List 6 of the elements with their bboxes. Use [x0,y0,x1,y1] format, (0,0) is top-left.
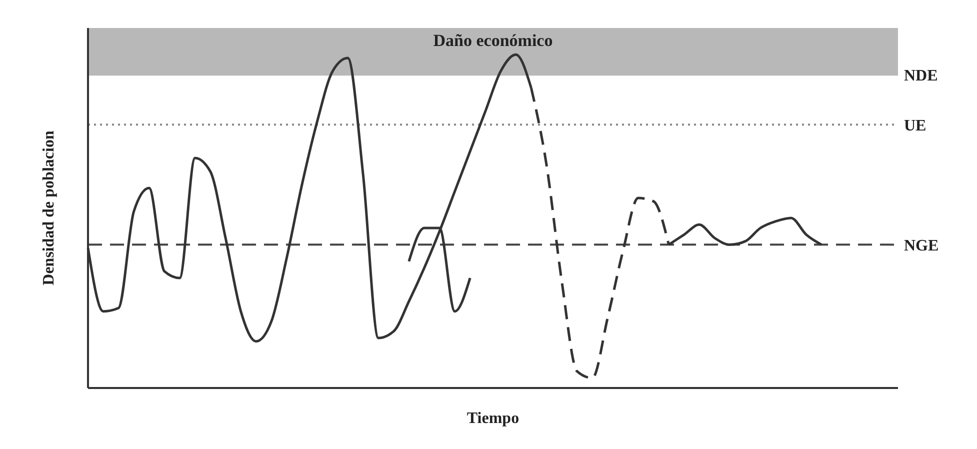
y-axis-title: Densidad de poblacion [40,130,58,286]
ref-line-label: NDE [904,67,938,84]
x-axis-title: Tiempo [466,410,520,427]
band-label: Daño económico [433,31,553,50]
ref-line-label: UE [904,117,926,134]
ref-line-label: NGE [904,237,939,254]
